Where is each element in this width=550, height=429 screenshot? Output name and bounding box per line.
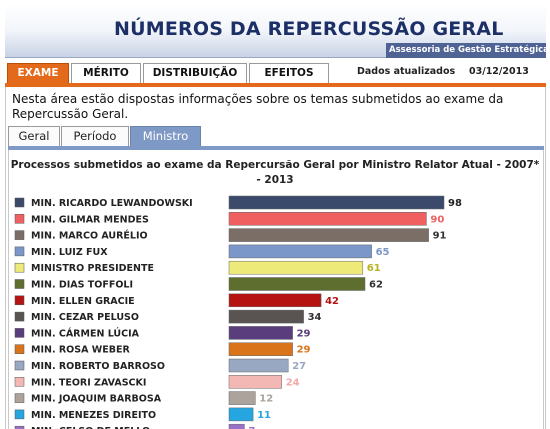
intro-text: Nesta área estão dispostas informações s… [12, 92, 504, 121]
bar-min-teori-zavascki [228, 375, 282, 389]
content-panel [5, 87, 546, 429]
legend-label-min-roberto-barroso: MIN. ROBERTO BARROSO [31, 361, 165, 372]
legend-label-min-gilmar-mendes: MIN. GILMAR MENDES [31, 214, 149, 225]
bar-min-gilmar-mendes [228, 212, 427, 226]
legend-swatch-min-menezes-direito [14, 409, 25, 420]
chart-panel [8, 150, 544, 429]
bar-ministro-presidente [228, 260, 364, 275]
value-label-min-marco-aurelio: 91 [433, 231, 447, 242]
legend-label-min-cezar-peluso: MIN. CEZAR PELUSO [31, 312, 139, 323]
tab-merito[interactable]: MÉRITO [71, 63, 141, 83]
legend-label-min-menezes-direito: MIN. MENEZES DIREITO [31, 410, 156, 421]
tab-exame[interactable]: EXAME [7, 63, 69, 83]
legend-label-min-carmen-lucia: MIN. CÁRMEN LÚCIA [31, 327, 140, 339]
legend-swatch-min-cezar-peluso [14, 311, 25, 322]
value-label-min-joaquim-barbosa: 12 [259, 394, 273, 405]
legend-label-min-ricardo-lewandowski: MIN. RICARDO LEWANDOWSKI [31, 198, 193, 209]
bar-min-carmen-lucia [228, 326, 293, 340]
value-label-min-luiz-fux: 65 [376, 247, 390, 258]
legend-swatch-min-joaquim-barbosa [14, 393, 25, 403]
legend-swatch-min-teori-zavascki [14, 377, 25, 387]
value-label-min-cezar-peluso: 34 [308, 312, 322, 323]
legend-label-min-marco-aurelio: MIN. MARCO AURÉLIO [31, 230, 148, 242]
legend-swatch-min-celso-de-mello [14, 425, 25, 429]
value-label-min-menezes-direito: 11 [257, 410, 271, 421]
chart-title: Processos submetidos ao exame da Repercu… [10, 159, 540, 186]
bar-min-rosa-weber [228, 342, 293, 356]
value-label-min-ricardo-lewandowski: 98 [448, 198, 462, 209]
bar-min-celso-de-mello [228, 423, 245, 429]
bar-min-luiz-fux [228, 244, 372, 259]
legend-label-min-ellen-gracie: MIN. ELLEN GRACIE [31, 296, 135, 307]
subtab-periodo[interactable]: Período [61, 126, 129, 146]
value-label-min-dias-toffoli: 62 [369, 280, 383, 291]
legend-swatch-min-ricardo-lewandowski [14, 197, 25, 208]
legend-swatch-ministro-presidente [14, 262, 25, 273]
legend-label-ministro-presidente: MINISTRO PRESIDENTE [31, 263, 154, 274]
legend-label-min-teori-zavascki: MIN. TEORI ZAVASCKI [31, 377, 146, 388]
subtab-ministro[interactable]: Ministro [130, 126, 201, 146]
legend-label-min-celso-de-mello: MIN. CELSO DE MELLO [31, 426, 150, 429]
tab-underline [5, 83, 546, 87]
value-label-min-celso-de-mello: 7 [248, 426, 255, 429]
value-label-min-roberto-barroso: 27 [292, 361, 306, 372]
legend-swatch-min-ellen-gracie [14, 295, 25, 306]
bar-min-roberto-barroso [228, 358, 289, 373]
subtab-underline [8, 146, 544, 150]
legend-label-min-joaquim-barbosa: MIN. JOAQUIM BARBOSA [31, 394, 162, 405]
legend-swatch-min-roberto-barroso [14, 360, 25, 371]
bar-min-ellen-gracie [228, 293, 322, 308]
legend-swatch-min-carmen-lucia [14, 328, 25, 338]
value-label-min-gilmar-mendes: 90 [430, 214, 444, 225]
bar-min-menezes-direito [228, 407, 254, 422]
page-title: NÚMEROS DA REPERCUSSÃO GERAL [114, 18, 504, 40]
header-banner: NÚMEROS DA REPERCUSSÃO GERAL Assessoria … [5, 4, 549, 58]
legend-label-min-luiz-fux: MIN. LUIZ FUX [31, 247, 108, 258]
value-label-min-carmen-lucia: 29 [297, 328, 311, 339]
tab-distribuicao[interactable]: DISTRIBUIÇÃO [143, 63, 247, 83]
tab-efeitos[interactable]: EFEITOS [249, 63, 329, 83]
legend-swatch-min-gilmar-mendes [14, 214, 25, 224]
value-label-min-ellen-gracie: 42 [325, 296, 339, 307]
legend-label-min-dias-toffoli: MIN. DIAS TOFFOLI [31, 280, 133, 291]
bar-min-cezar-peluso [228, 309, 304, 324]
updated-date: 03/12/2013 [469, 66, 529, 77]
value-label-min-rosa-weber: 29 [297, 345, 311, 356]
updated-label: Dados atualizados [357, 66, 456, 77]
bar-min-joaquim-barbosa [228, 391, 256, 405]
legend-swatch-min-luiz-fux [14, 246, 25, 257]
bar-min-ricardo-lewandowski [228, 195, 445, 210]
legend-label-min-rosa-weber: MIN. ROSA WEBER [31, 345, 130, 356]
bar-min-dias-toffoli [228, 277, 366, 291]
bar-min-marco-aurelio [228, 228, 429, 242]
legend-swatch-min-dias-toffoli [14, 279, 25, 289]
value-label-ministro-presidente: 61 [367, 263, 381, 274]
value-label-min-teori-zavascki: 24 [286, 377, 300, 388]
header-subtitle: Assessoria de Gestão Estratégica [386, 43, 549, 58]
legend-swatch-min-rosa-weber [14, 344, 25, 354]
legend-swatch-min-marco-aurelio [14, 230, 25, 240]
subtab-geral[interactable]: Geral [8, 126, 60, 146]
